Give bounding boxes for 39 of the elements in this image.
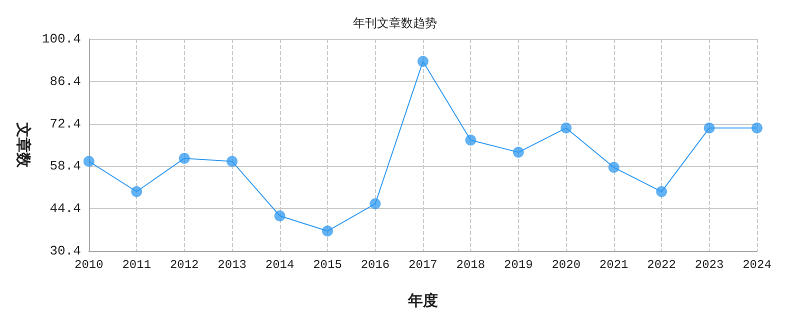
point [322, 226, 334, 237]
y-axis-title: 文章数 [14, 122, 32, 168]
x-tick-label: 2020 [552, 258, 581, 272]
x-tick-label: 2022 [647, 258, 676, 272]
x-tick-label: 2023 [694, 258, 724, 272]
x-tick-label: 2024 [742, 258, 772, 272]
x-tick-label: 2016 [360, 258, 390, 272]
point [608, 162, 620, 173]
point [656, 186, 668, 198]
x-tick-label: 2010 [74, 258, 104, 272]
x-tick-label: 2018 [456, 258, 486, 272]
x-tick-label: 2014 [265, 258, 294, 272]
point [226, 156, 238, 167]
point [512, 146, 524, 158]
point [560, 122, 572, 134]
point [83, 156, 94, 167]
y-tick-label: 58.4 [50, 158, 82, 174]
point [274, 210, 286, 222]
point [465, 134, 476, 146]
point [752, 122, 762, 134]
point [131, 186, 142, 198]
y-tick-label: 44.4 [50, 201, 82, 216]
x-tick-label: 2019 [504, 258, 533, 272]
y-tick-label: 72.4 [50, 116, 82, 132]
chart-title: 年刊文章数趋势 [353, 16, 437, 30]
y-tick-label: 30.4 [50, 244, 82, 258]
x-tick-label: 2011 [122, 258, 152, 272]
point [370, 198, 381, 210]
point [704, 122, 715, 134]
point [417, 56, 428, 67]
y-tick-label: 100.4 [42, 32, 82, 46]
x-axis-title: 年度 [406, 292, 438, 310]
y-tick-label: 86.4 [50, 74, 82, 89]
x-tick-label: 2015 [313, 258, 342, 272]
x-tick-label: 2017 [408, 258, 438, 272]
x-tick-label: 2013 [218, 258, 246, 272]
point [178, 152, 190, 164]
x-tick-label: 2012 [170, 258, 199, 272]
x-tick-label: 2021 [599, 258, 628, 272]
